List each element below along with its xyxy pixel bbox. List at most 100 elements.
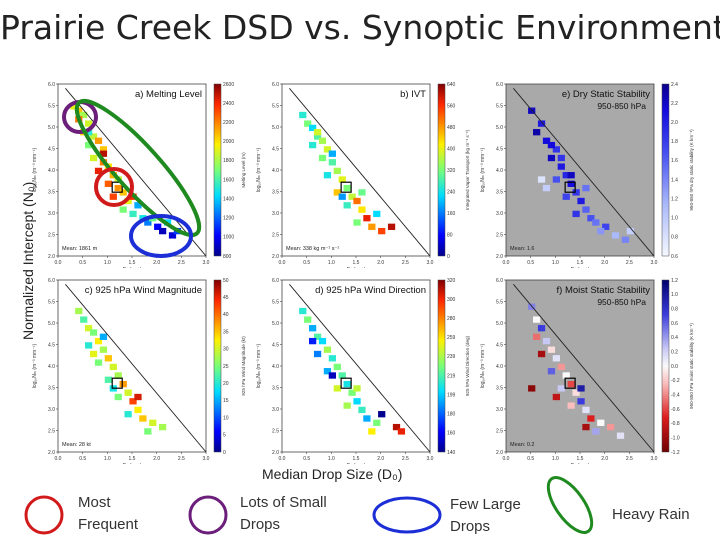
x-tick-label: 0.5 bbox=[79, 456, 86, 462]
legend-shape-small-drops bbox=[188, 495, 228, 535]
panel-title: c) 925 hPa Wind Magnitude bbox=[85, 285, 202, 296]
colorbar-tick-label: 320 bbox=[447, 278, 456, 284]
heatmap-cell bbox=[348, 389, 356, 396]
colorbar-label: Melting Level (m) bbox=[241, 152, 246, 188]
heatmap-cell bbox=[94, 359, 103, 366]
colorbar-tick-label: 1600 bbox=[223, 177, 234, 183]
y-tick-label: 2.0 bbox=[48, 450, 55, 456]
colorbar-tick-label: 0 bbox=[447, 254, 450, 260]
heatmap-cell bbox=[387, 223, 396, 230]
colorbar-tick-label: 400 bbox=[447, 146, 456, 152]
y-tick-label: 6.0 bbox=[48, 82, 55, 88]
legend-label-heavy-rain: Heavy Rain bbox=[612, 506, 690, 523]
trend-line bbox=[513, 284, 655, 453]
panel-dry-static-stability: 0.0 0.5 1.0 1.5 2.0 2.5 3.0 2.0 2.5 3.0 3.5 4.0 4.5 5… bbox=[476, 76, 706, 268]
x-tick-label: 1.5 bbox=[353, 260, 360, 266]
heatmap-cell bbox=[333, 385, 341, 392]
heatmap-cell bbox=[353, 219, 361, 226]
heatmap-cell bbox=[159, 423, 167, 431]
y-tick-label: 5.0 bbox=[48, 321, 55, 327]
x-tick-label: 0.0 bbox=[55, 456, 62, 462]
y-tick-label: 5.5 bbox=[496, 299, 503, 305]
heatmap-cell bbox=[542, 184, 551, 192]
heatmap-cell bbox=[323, 146, 332, 153]
heatmap-cell bbox=[99, 146, 108, 153]
colorbar-tick-label: 140 bbox=[447, 450, 456, 456]
heatmap-cell bbox=[552, 393, 560, 401]
x-tick-label: 3.0 bbox=[651, 456, 658, 462]
panel-y-label: log₁₀Nₘ (m⁻³ mm⁻¹) bbox=[256, 343, 262, 388]
y-tick-label: 4.5 bbox=[496, 146, 503, 152]
legend-shape-large-drops bbox=[372, 496, 442, 534]
colorbar-tick-label: 0 bbox=[223, 450, 226, 456]
y-tick-label: 2.5 bbox=[48, 232, 55, 238]
x-tick-label: 1.5 bbox=[129, 260, 136, 266]
x-tick-label: 1.0 bbox=[104, 456, 111, 462]
heatmap-cell bbox=[572, 389, 580, 396]
trend-line bbox=[289, 284, 431, 453]
annotation-heavy-rain-ellipse bbox=[74, 98, 202, 238]
x-tick-label: 2.5 bbox=[178, 260, 185, 266]
colorbar-tick-label: -0.4 bbox=[671, 392, 680, 398]
panel-x-label: D₀ (mm) bbox=[571, 267, 590, 268]
x-tick-label: 0.0 bbox=[503, 456, 510, 462]
y-tick-label: 4.0 bbox=[272, 364, 279, 370]
heatmap-cell bbox=[368, 223, 376, 230]
x-tick-label: 3.0 bbox=[427, 260, 434, 266]
trend-line bbox=[289, 88, 431, 257]
colorbar-tick-label: 1.0 bbox=[671, 292, 678, 298]
panel-title: a) Melting Level bbox=[135, 89, 202, 100]
heatmap-cell bbox=[313, 129, 322, 136]
heatmap-cell bbox=[328, 150, 336, 157]
colorbar-tick-label: 1.8 bbox=[671, 139, 678, 145]
y-tick-label: 4.5 bbox=[48, 146, 55, 152]
heatmap-cell bbox=[80, 111, 88, 119]
colorbar-tick-label: 640 bbox=[447, 82, 456, 88]
heatmap-cell bbox=[547, 346, 556, 353]
panel-mean: Mean: 338 kg m⁻¹ s⁻¹ bbox=[286, 246, 339, 252]
panel-moist-static-stability-svg: 0.0 0.5 1.0 1.5 2.0 2.5 3.0 2.0 2.5 3.0 3.5 4.0 4.5 5… bbox=[480, 278, 694, 464]
heatmap-cell bbox=[343, 402, 351, 409]
legend-shape-most-frequent bbox=[24, 495, 64, 535]
y-tick-label: 3.0 bbox=[272, 407, 279, 413]
colorbar-tick-label: 480 bbox=[447, 125, 456, 131]
mode-box bbox=[340, 377, 352, 389]
colorbar-tick-label: 239 bbox=[447, 354, 456, 360]
colorbar-tick-label: 5 bbox=[223, 433, 226, 439]
colorbar bbox=[213, 83, 222, 257]
heatmap-cell bbox=[299, 111, 307, 119]
heatmap-cell bbox=[323, 172, 332, 179]
heatmap-cell bbox=[134, 393, 142, 401]
heatmap-cell bbox=[582, 184, 590, 192]
panel-wind-magnitude: 0.0 0.5 1.0 1.5 2.0 2.5 3.0 2.0 2.5 3.0 3.5 4.0 4.5 5… bbox=[28, 272, 258, 464]
heatmap-cell bbox=[562, 193, 570, 200]
panel-wind-magnitude-svg: 0.0 0.5 1.0 1.5 2.0 2.5 3.0 2.0 2.5 3.0 3.5 4.0 4.5 5… bbox=[32, 278, 246, 464]
x-tick-label: 1.5 bbox=[577, 456, 584, 462]
heatmap-cell bbox=[124, 411, 132, 418]
colorbar-tick-label: 15 bbox=[223, 398, 229, 404]
panel-x-label: D₀ (mm) bbox=[347, 463, 366, 464]
heatmap-cell bbox=[353, 197, 361, 205]
panel-dry-static-stability-svg: 0.0 0.5 1.0 1.5 2.0 2.5 3.0 2.0 2.5 3.0 3.5 4.0 4.5 5… bbox=[480, 82, 694, 268]
heatmap-cell bbox=[378, 227, 386, 235]
heatmap-cell bbox=[94, 137, 103, 144]
heatmap-cell bbox=[363, 215, 371, 222]
x-tick-label: 1.0 bbox=[552, 260, 559, 266]
colorbar-tick-label: 0.4 bbox=[671, 335, 678, 341]
heatmap-cell bbox=[557, 363, 565, 371]
heatmap-cell bbox=[94, 167, 103, 175]
heatmap-cell bbox=[328, 159, 336, 166]
heatmap-cell bbox=[323, 346, 332, 353]
annotation-large-drops-ellipse bbox=[129, 214, 193, 258]
y-tick-label: 2.0 bbox=[496, 450, 503, 456]
heatmap-cell bbox=[542, 337, 551, 345]
y-tick-label: 3.0 bbox=[48, 407, 55, 413]
colorbar-tick-label: 1.6 bbox=[671, 158, 678, 164]
y-tick-label: 3.5 bbox=[48, 385, 55, 391]
x-tick-label: 2.0 bbox=[377, 260, 384, 266]
colorbar-tick-label: 80 bbox=[447, 232, 453, 238]
colorbar-tick-label: 160 bbox=[447, 431, 456, 437]
heatmap-cell bbox=[373, 419, 381, 426]
y-tick-label: 2.5 bbox=[272, 428, 279, 434]
heatmap-cell bbox=[85, 129, 93, 136]
